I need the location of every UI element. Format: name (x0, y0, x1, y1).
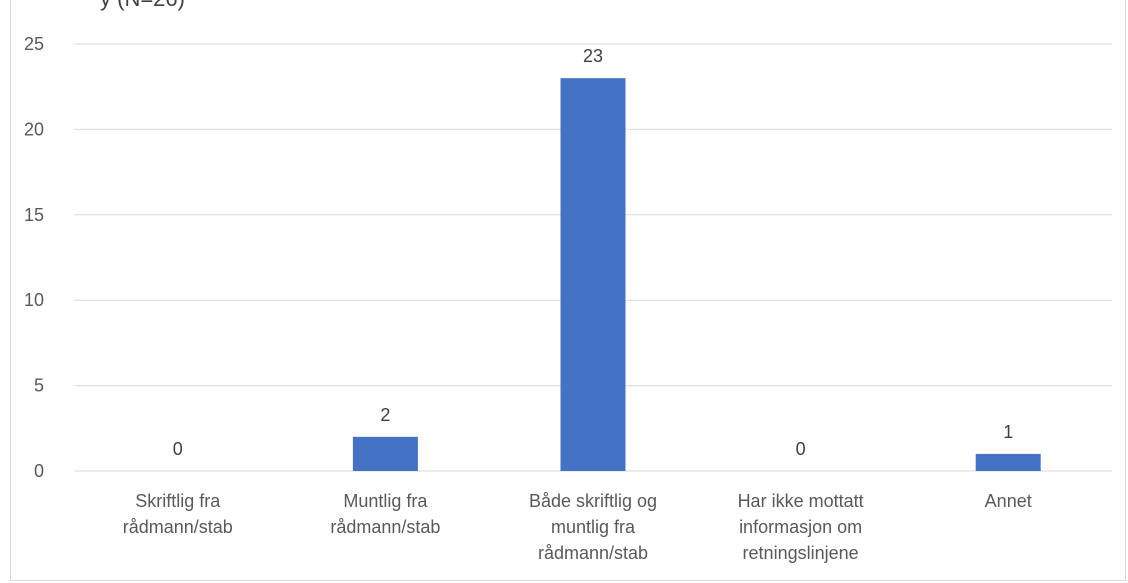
y-tick-label: 5 (34, 376, 44, 396)
x-tick-label-line: Muntlig fra (343, 491, 428, 511)
x-tick-label-line: Annet (985, 491, 1032, 511)
x-tick-label: Har ikke mottatt informasjon om retningsli… (738, 491, 864, 563)
bar (560, 78, 626, 471)
x-tick-label: Skriftlig fra rådmann/stab (123, 491, 233, 537)
x-tick-label-line: rådmann/stab (123, 517, 233, 537)
x-tick-label: Muntlig fra rådmann/stab (330, 491, 440, 537)
y-tick-label: 10 (24, 290, 44, 310)
x-tick-label-line: Skriftlig fra (135, 491, 221, 511)
data-label: 2 (380, 405, 390, 425)
bar (975, 453, 1041, 471)
y-tick-label: 15 (24, 205, 44, 225)
x-tick-label-line: rådmann/stab (330, 517, 440, 537)
x-tick-label: Både skriftlig og muntlig fra rådmann/stab (529, 491, 657, 563)
data-label: 0 (173, 439, 183, 459)
bar (352, 436, 418, 471)
data-label: 1 (1003, 422, 1013, 442)
gridlines (74, 43, 1112, 472)
x-tick-label-line: muntlig fra (551, 517, 636, 537)
chart-frame (10, 0, 1126, 581)
x-tick-label-line: Både skriftlig og (529, 491, 657, 511)
chart-title: y (N=26) (100, 0, 185, 12)
y-axis: 0 5 10 15 20 25 (24, 34, 44, 481)
data-labels: 0 2 23 0 1 (173, 46, 1013, 459)
x-tick-label: Annet (985, 491, 1032, 511)
x-tick-label-line: rådmann/stab (538, 543, 648, 563)
y-tick-label: 0 (34, 461, 44, 481)
x-axis: Skriftlig fra rådmann/stab Muntlig fra rådm… (123, 491, 1032, 563)
bars (352, 78, 1041, 471)
y-tick-label: 20 (24, 119, 44, 139)
data-label: 23 (583, 46, 603, 66)
x-tick-label-line: informasjon om (739, 517, 862, 537)
x-tick-label-line: retningslinjene (743, 543, 859, 563)
y-tick-label: 25 (24, 34, 44, 54)
x-tick-label-line: Har ikke mottatt (738, 491, 864, 511)
data-label: 0 (796, 439, 806, 459)
